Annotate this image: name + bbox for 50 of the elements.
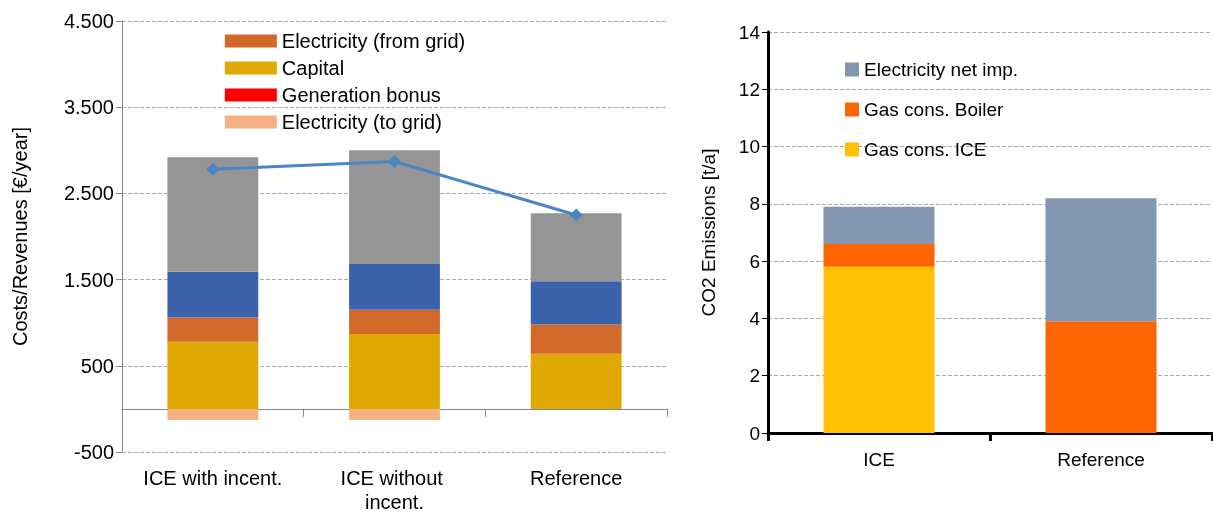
x-tick-label: Reference (1057, 448, 1145, 470)
y-tick-label: 10 (738, 136, 760, 158)
point (206, 162, 220, 176)
bar (167, 271, 259, 318)
bar (530, 353, 622, 409)
bar (167, 341, 259, 409)
bar (349, 309, 440, 334)
x-tick-label: ICE without incent. (340, 467, 449, 513)
legend-label: Electricity net imp. (864, 59, 1019, 80)
y-tick-label: 500 (80, 354, 114, 377)
bar (1045, 198, 1157, 322)
bar (349, 150, 440, 265)
y-tick-label: 3.500 (63, 96, 114, 119)
bar (1045, 321, 1157, 433)
bar (349, 264, 440, 310)
y-tick-label: 8 (749, 193, 760, 215)
y-axis-title: CO2 Emissions [t/a] (698, 148, 719, 317)
x-tick-label: Reference (530, 467, 623, 489)
x-tick-label: ICE (863, 448, 895, 470)
bar (823, 243, 935, 267)
legend-label: Capital (281, 57, 345, 79)
bar (530, 281, 622, 325)
y-tick-label: 2 (749, 365, 760, 387)
y-tick-label: 6 (749, 250, 760, 272)
bar (530, 324, 622, 354)
bar (530, 213, 622, 282)
y-axis-title: Costs/Revenues [€/year] (9, 127, 31, 346)
y-tick-label: 12 (738, 78, 760, 100)
y-tick-label: -500 (73, 441, 114, 463)
bar (823, 206, 935, 244)
x-tick-label: ICE with incent. (143, 467, 283, 489)
legend-label: Electricity (from grid) (281, 30, 466, 52)
bar (167, 157, 259, 272)
point (569, 208, 583, 222)
bar (823, 266, 935, 433)
bar (167, 317, 259, 342)
y-tick-label: 14 (738, 21, 761, 43)
bar (167, 408, 259, 421)
y-tick-label: 0 (749, 422, 760, 444)
legend-label: Gas cons. Boiler (864, 99, 1005, 120)
y-tick-label: 2.500 (63, 182, 114, 205)
bar (349, 333, 440, 409)
legend-label: Gas cons. ICE (864, 139, 987, 160)
bar (349, 408, 440, 421)
legend-label: Generation bonus (281, 84, 441, 106)
y-tick-label: 4 (749, 307, 761, 329)
y-tick-label: 4.500 (63, 10, 114, 32)
y-tick-label: 1.500 (63, 268, 114, 291)
legend-label: Electricity (to grid) (281, 111, 442, 133)
point (388, 155, 401, 169)
